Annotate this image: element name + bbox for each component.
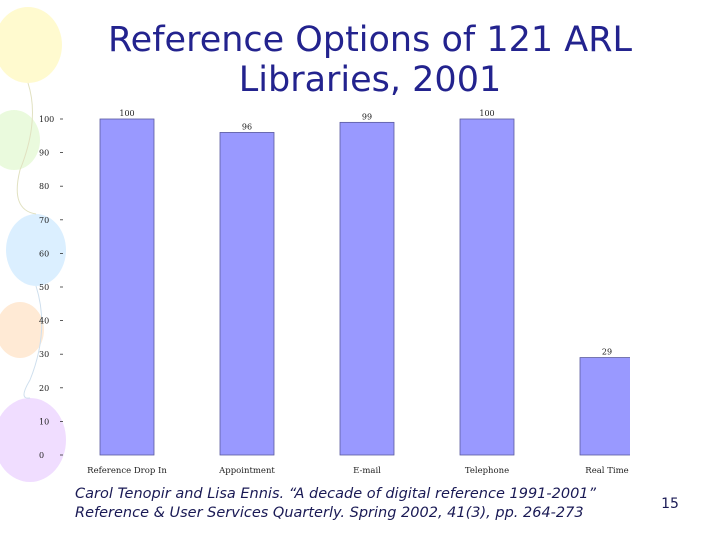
data-label: 100: [119, 109, 134, 118]
page-number: 15: [661, 496, 679, 512]
balloon-decoration: [0, 7, 66, 482]
citation: Carol Tenopir and Lisa Ennis. “A decade …: [75, 485, 635, 523]
x-tick-label: Reference Drop In: [87, 466, 167, 476]
bar: [339, 121, 395, 456]
x-tick-label: Real Time: [585, 466, 628, 476]
y-tick-label: 70: [39, 216, 49, 225]
citation-line-1: Carol Tenopir and Lisa Ennis. “A decade …: [75, 486, 597, 502]
data-label: 96: [242, 122, 252, 131]
data-label: 99: [362, 112, 372, 121]
y-tick-label: 80: [39, 182, 49, 191]
y-tick-label: 0: [39, 451, 44, 460]
y-tick-label: 90: [39, 149, 49, 158]
x-tick-label: Appointment: [218, 466, 275, 476]
bars: [99, 118, 630, 456]
y-tick-label: 60: [39, 249, 49, 258]
y-tick-label: 40: [39, 317, 49, 326]
bar-chart: 0 10 20 30 40 50 60 70 80 90 100 100 96 99 100 29 Refe…: [39, 109, 630, 476]
bar: [219, 132, 275, 456]
y-tick-label: 100: [39, 115, 54, 124]
citation-line-2: Reference & User Services Quarterly. Spr…: [75, 505, 584, 521]
y-tick-label: 10: [39, 417, 49, 426]
y-tick-label: 50: [39, 283, 49, 292]
y-tick-label: 20: [39, 384, 49, 393]
bar: [579, 357, 630, 456]
y-tick-label: 30: [39, 350, 49, 359]
bar: [459, 118, 515, 456]
x-tick-label: E-mail: [353, 466, 381, 476]
y-axis: 0 10 20 30 40 50 60 70 80 90 100: [39, 115, 63, 460]
slide-title: Reference Options of 121 ARL Libraries, …: [60, 20, 680, 100]
title-line-1: Reference Options of 121 ARL: [107, 20, 633, 60]
data-labels: 100 96 99 100 29: [119, 109, 612, 357]
title-line-2: Libraries, 2001: [238, 60, 502, 100]
data-label: 100: [479, 109, 494, 118]
x-axis: Reference Drop In Appointment E-mail Teleph…: [87, 466, 629, 476]
data-label: 29: [602, 348, 612, 357]
x-tick-label: Telephone: [465, 466, 509, 476]
bar: [99, 118, 155, 456]
